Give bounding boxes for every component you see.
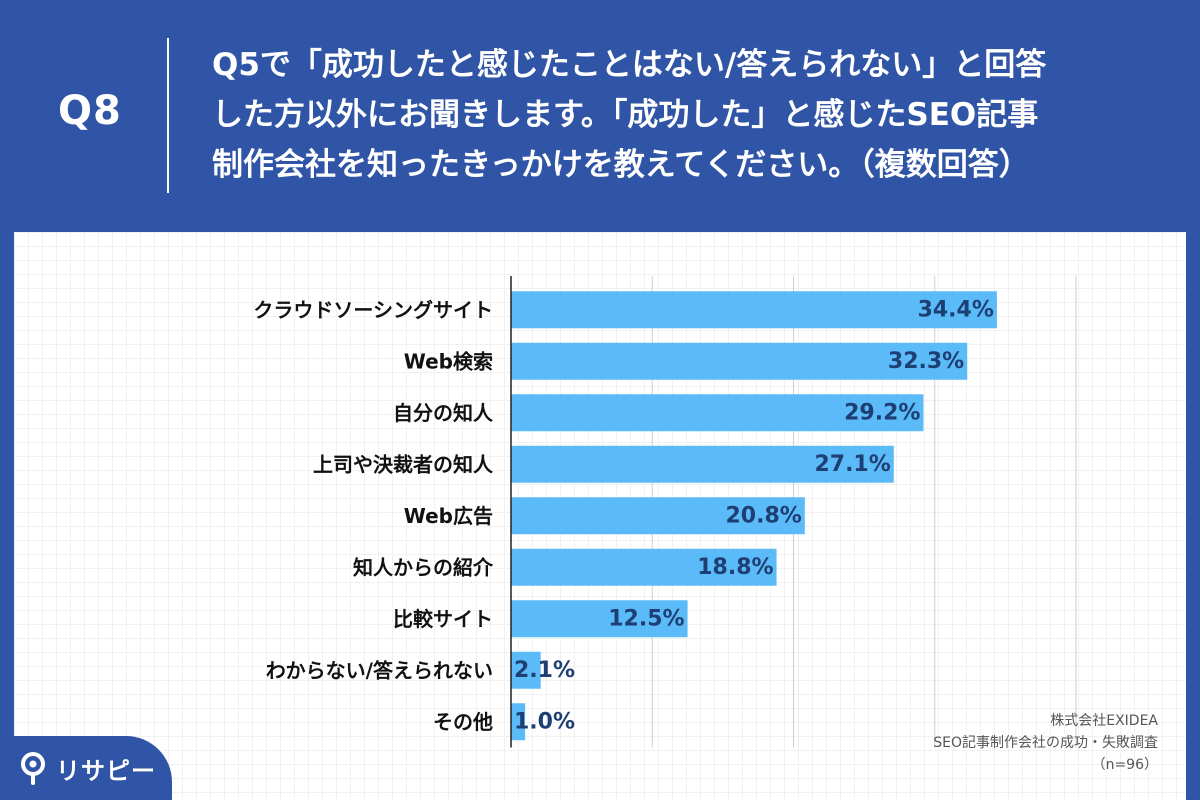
logo-tab xyxy=(0,736,172,800)
question-text: Q5で「成功したと感じたことはない/答えられない」と回答 した方以外にお聞きしま… xyxy=(212,40,1172,190)
value-label: 2.1% xyxy=(514,658,575,683)
category-label: Web検索 xyxy=(404,349,493,373)
category-label: その他 xyxy=(433,710,493,734)
bar xyxy=(511,600,688,638)
question-number: Q8 xyxy=(58,88,122,134)
value-label: 20.8% xyxy=(725,503,801,528)
bar xyxy=(511,497,805,535)
question-line: Q5で「成功したと感じたことはない/答えられない」と回答 xyxy=(212,47,1047,83)
value-label: 18.8% xyxy=(697,555,773,580)
bar xyxy=(511,394,924,432)
value-label: 12.5% xyxy=(608,606,684,631)
header-divider xyxy=(167,38,169,193)
question-line: した方以外にお聞きします。「成功した」と感じたSEO記事 xyxy=(212,97,1039,133)
source-sample-size: （n=96） xyxy=(1091,757,1158,773)
category-label: 知人からの紹介 xyxy=(353,555,494,579)
category-label: Web広告 xyxy=(404,504,493,528)
value-label: 29.2% xyxy=(844,400,920,425)
bar xyxy=(511,548,777,586)
question-line: 制作会社を知ったきっかけを教えてください。（複数回答） xyxy=(212,147,1030,183)
source-company: 株式会社EXIDEA xyxy=(1050,713,1158,729)
bar xyxy=(511,291,997,329)
bar xyxy=(511,342,968,380)
category-label: 上司や決裁者の知人 xyxy=(313,452,494,476)
value-label: 34.4% xyxy=(918,297,994,322)
category-label: 比較サイト xyxy=(393,607,493,631)
category-label: 自分の知人 xyxy=(393,401,494,425)
pin-icon xyxy=(21,752,45,785)
value-label: 27.1% xyxy=(814,452,890,477)
bar xyxy=(511,445,894,483)
category-label: クラウドソーシングサイト xyxy=(253,298,493,322)
brand-name: リサピー xyxy=(56,756,156,785)
bar xyxy=(511,651,541,689)
bar xyxy=(511,703,526,741)
source-note: 株式会社EXIDEA SEO記事制作会社の成功・失敗調査 （n=96） xyxy=(758,710,1158,776)
brand-logo: リサピー xyxy=(20,748,156,788)
header: Q8 Q5で「成功したと感じたことはない/答えられない」と回答 した方以外にお聞… xyxy=(0,0,1200,232)
value-label: 32.3% xyxy=(888,349,964,374)
value-label: 1.0% xyxy=(514,709,575,734)
bar-chart: クラウドソーシングサイト 34.4% Web検索 32.3% 自分の知人 29.2% 上司や… xyxy=(253,276,1077,748)
chart-panel: クラウドソーシングサイト 34.4% Web検索 32.3% 自分の知人 29.2% 上司や… xyxy=(14,232,1186,800)
category-label: わからない/答えられない xyxy=(266,658,493,682)
source-survey: SEO記事制作会社の成功・失敗調査 xyxy=(933,735,1158,751)
